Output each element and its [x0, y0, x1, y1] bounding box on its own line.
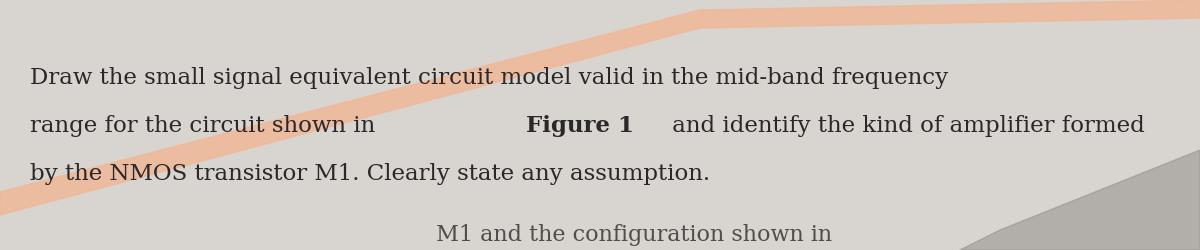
Text: M1 and the configuration shown in: M1 and the configuration shown in	[30, 224, 832, 246]
Text: range for the circuit shown in: range for the circuit shown in	[30, 115, 383, 137]
Text: by the NMOS transistor M1. Clearly state any assumption.: by the NMOS transistor M1. Clearly state…	[30, 163, 710, 185]
Polygon shape	[0, 0, 1200, 215]
Text: and identify the kind of amplifier formed: and identify the kind of amplifier forme…	[665, 115, 1145, 137]
Text: Draw the small signal equivalent circuit model valid in the mid-band frequency: Draw the small signal equivalent circuit…	[30, 67, 948, 89]
Polygon shape	[960, 150, 1200, 250]
Text: Figure 1: Figure 1	[526, 115, 634, 137]
